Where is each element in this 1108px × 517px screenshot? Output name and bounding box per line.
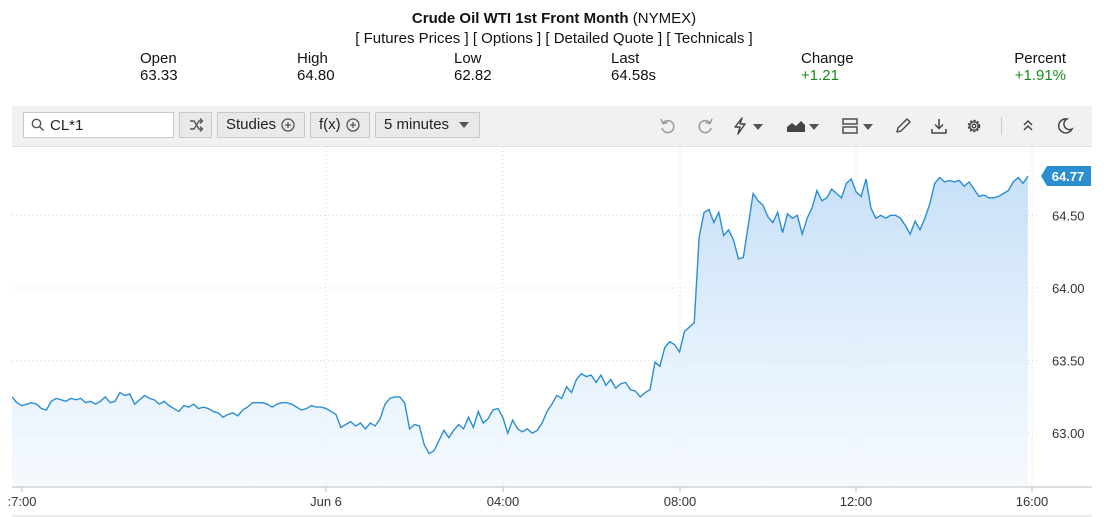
high-label: High	[297, 50, 328, 67]
y-tick-label: 63.00	[1052, 426, 1085, 441]
y-axis: 63.00 63.50 64.00 64.50	[1052, 208, 1085, 441]
plus-circle-icon	[281, 118, 295, 132]
caret-down-icon	[459, 122, 470, 129]
percent-value: +1.91%	[1014, 67, 1066, 84]
quote-change: Change +1.21	[801, 50, 854, 84]
x-tick-label: 16:00	[1016, 494, 1049, 509]
low-value: 62.82	[454, 67, 492, 84]
quote-percent: Percent +1.91%	[980, 50, 1066, 84]
detailed-quote-link[interactable]: [ Detailed Quote ]	[545, 30, 663, 47]
x-tick-label: 04:00	[487, 494, 520, 509]
quote-high: High 64.80	[297, 50, 335, 84]
y-tick-label: 64.00	[1052, 281, 1085, 296]
technicals-link[interactable]: [ Technicals ]	[666, 30, 753, 47]
events-lightning-icon[interactable]	[731, 116, 767, 136]
last-price-label: 64.77	[1052, 169, 1085, 184]
dark-mode-moon-icon[interactable]	[1055, 116, 1075, 136]
redo-icon[interactable]	[695, 116, 715, 136]
price-chart[interactable]: 63.00 63.50 64.00 64.50 :7:00 Jun 6 04:00 08:0…	[0, 147, 1108, 517]
x-tick-label: 12:00	[840, 494, 873, 509]
exchange-name: (NYMEX)	[628, 10, 697, 27]
change-label: Change	[801, 50, 854, 67]
symbol-search[interactable]	[23, 112, 174, 138]
futures-prices-link[interactable]: [ Futures Prices ]	[355, 30, 469, 47]
x-tick-label: Jun 6	[310, 494, 342, 509]
interval-label: 5 minutes	[384, 116, 450, 133]
collapse-chevrons-icon[interactable]	[1018, 116, 1038, 136]
functions-button[interactable]: f(x)	[310, 112, 370, 138]
page-title: Crude Oil WTI 1st Front Month (NYMEX)	[0, 10, 1108, 27]
x-tick-label: 08:00	[664, 494, 697, 509]
plus-circle-icon	[346, 118, 360, 132]
settings-gear-icon[interactable]	[964, 116, 984, 136]
price-line	[12, 175, 1029, 455]
layout-icon[interactable]	[840, 116, 876, 136]
shuffle-icon	[190, 118, 204, 132]
quote-open: Open 63.33	[140, 50, 178, 84]
last-label: Last	[611, 50, 640, 67]
quote-links: [ Futures Prices ] [ Options ] [ Detaile…	[0, 30, 1108, 47]
open-label: Open	[140, 50, 177, 67]
y-tick-label: 63.50	[1052, 354, 1085, 369]
quote-last: Last 64.58s	[611, 50, 656, 84]
low-label: Low	[454, 50, 482, 67]
price-area	[12, 176, 1028, 487]
x-tick-label: :7:00	[8, 494, 37, 509]
high-value: 64.80	[297, 67, 335, 84]
change-value: +1.21	[801, 67, 839, 84]
last-price-badge	[1041, 166, 1091, 187]
download-icon[interactable]	[929, 116, 949, 136]
options-link[interactable]: [ Options ]	[472, 30, 542, 47]
draw-pencil-icon[interactable]	[893, 116, 913, 136]
shuffle-button[interactable]	[179, 112, 212, 138]
last-price-marker: 64.77	[1041, 166, 1091, 187]
open-value: 63.33	[140, 67, 178, 84]
functions-label: f(x)	[319, 116, 341, 133]
quote-low: Low 62.82	[454, 50, 492, 84]
y-tick-label: 64.50	[1052, 208, 1085, 223]
studies-label: Studies	[226, 116, 277, 133]
instrument-name: Crude Oil WTI 1st Front Month	[411, 10, 629, 27]
search-icon	[31, 118, 45, 132]
last-value: 64.58s	[611, 67, 657, 84]
undo-icon[interactable]	[658, 116, 678, 136]
chart-toolbar: Studies f(x) 5 minutes	[12, 106, 1092, 147]
x-axis: :7:00 Jun 6 04:00 08:00 12:00 16:00	[8, 487, 1049, 509]
percent-label: Percent	[1014, 50, 1066, 67]
toolbar-separator	[1001, 117, 1002, 135]
studies-button[interactable]: Studies	[217, 112, 306, 138]
symbol-input[interactable]	[50, 116, 165, 134]
chart-type-icon[interactable]	[784, 116, 822, 136]
interval-select[interactable]: 5 minutes	[375, 112, 480, 138]
